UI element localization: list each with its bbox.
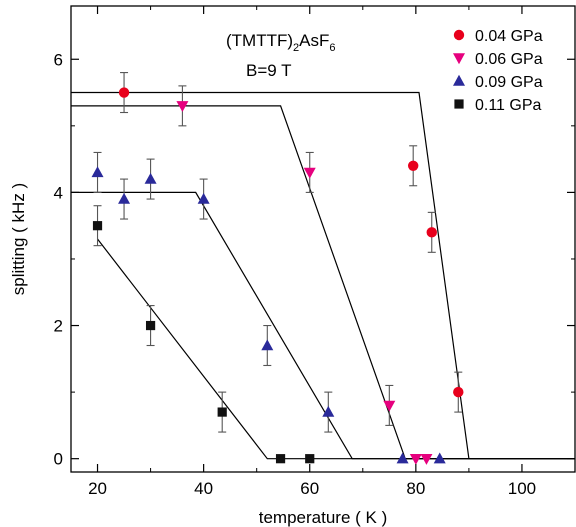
annotation: (TMTTF)2AsF6 B=9 T	[226, 31, 336, 80]
data-point	[144, 172, 157, 184]
data-point	[420, 453, 433, 465]
legend-label: 0.04 GPa	[475, 28, 543, 45]
data-point	[433, 452, 446, 464]
legend-label: 0.09 GPa	[475, 74, 543, 91]
data-point	[118, 192, 131, 204]
legend-marker	[453, 53, 465, 65]
data-point	[426, 227, 437, 238]
data-point	[303, 167, 316, 179]
legend-label: 0.06 GPa	[475, 51, 543, 68]
error-bars	[93, 72, 463, 433]
fit-lines	[71, 91, 575, 460]
fit-line	[71, 91, 575, 460]
data-point	[91, 166, 104, 178]
legend-marker	[454, 99, 464, 109]
annotation-compound: (TMTTF)2AsF6	[226, 31, 336, 54]
data-point	[322, 405, 335, 417]
data-point	[197, 192, 210, 204]
x-tick-label: 60	[300, 479, 319, 498]
data-point	[145, 320, 156, 331]
data-point	[275, 454, 286, 464]
legend-marker	[453, 29, 465, 41]
legend: 0.04 GPa 0.06 GPa 0.09 GPa 0.11 GPa	[453, 28, 543, 114]
data-point	[396, 452, 409, 464]
data-point	[92, 221, 103, 231]
fit-line	[97, 238, 575, 460]
y-tick-label: 2	[54, 317, 63, 336]
data-point	[407, 160, 419, 171]
data-point	[305, 454, 315, 464]
x-tick-label: 80	[406, 479, 425, 498]
x-tick-label: 100	[508, 479, 536, 498]
x-tick-label: 20	[88, 479, 107, 498]
plot-frame	[70, 5, 576, 473]
y-tick-label: 0	[54, 450, 63, 469]
data-point	[176, 101, 189, 113]
axis-ticks: 20 40 60 80 100 0 2 4 6	[54, 6, 576, 498]
data-point	[118, 87, 130, 98]
data-point	[217, 407, 227, 417]
x-axis-title: temperature ( K )	[259, 508, 388, 527]
data-point	[453, 386, 464, 398]
y-tick-label: 6	[54, 50, 63, 69]
data-points	[91, 87, 464, 465]
legend-label: 0.11 GPa	[475, 97, 542, 114]
data-point	[383, 400, 396, 412]
y-tick-label: 4	[54, 183, 63, 202]
data-point	[261, 339, 274, 351]
data-point	[409, 453, 422, 465]
x-tick-label: 40	[194, 479, 213, 498]
y-axis-title: splitting ( kHz )	[9, 183, 28, 295]
legend-marker	[453, 74, 465, 86]
annotation-field: B=9 T	[246, 61, 292, 80]
